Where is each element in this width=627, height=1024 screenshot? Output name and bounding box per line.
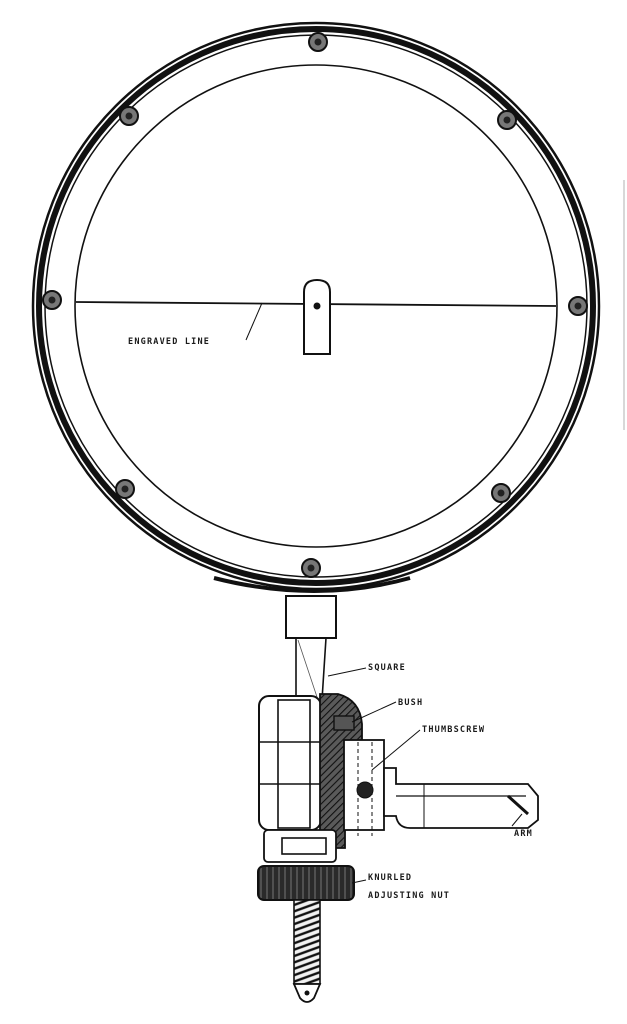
screw-lower-right	[491, 483, 511, 503]
label-square: SQUARE	[368, 663, 406, 673]
label-adjusting-nut: ADJUSTING NUT	[368, 891, 450, 901]
label-arm: ARM	[514, 829, 533, 839]
leader-lines	[327, 667, 523, 884]
screw-bottom	[301, 558, 321, 578]
threaded-rod	[292, 899, 322, 1003]
screw-top	[308, 32, 328, 52]
knurled-adjusting-nut	[257, 865, 355, 901]
screw-upper-left	[119, 106, 139, 126]
pointer-tab	[303, 278, 331, 355]
label-bush: BUSH	[398, 698, 423, 708]
gauge-stem	[285, 595, 337, 701]
screw-upper-right	[497, 110, 517, 130]
thumbscrew-head	[356, 781, 374, 799]
label-knurled: KNURLED	[368, 873, 412, 883]
label-engraved-line: ENGRAVED LINE	[128, 337, 210, 347]
screw-left	[42, 290, 62, 310]
mount-body	[258, 693, 385, 863]
arm	[383, 767, 539, 829]
screw-lower-left	[115, 479, 135, 499]
label-thumbscrew: THUMBSCREW	[422, 725, 485, 735]
screw-right	[568, 296, 588, 316]
bezel-screws	[42, 32, 588, 578]
